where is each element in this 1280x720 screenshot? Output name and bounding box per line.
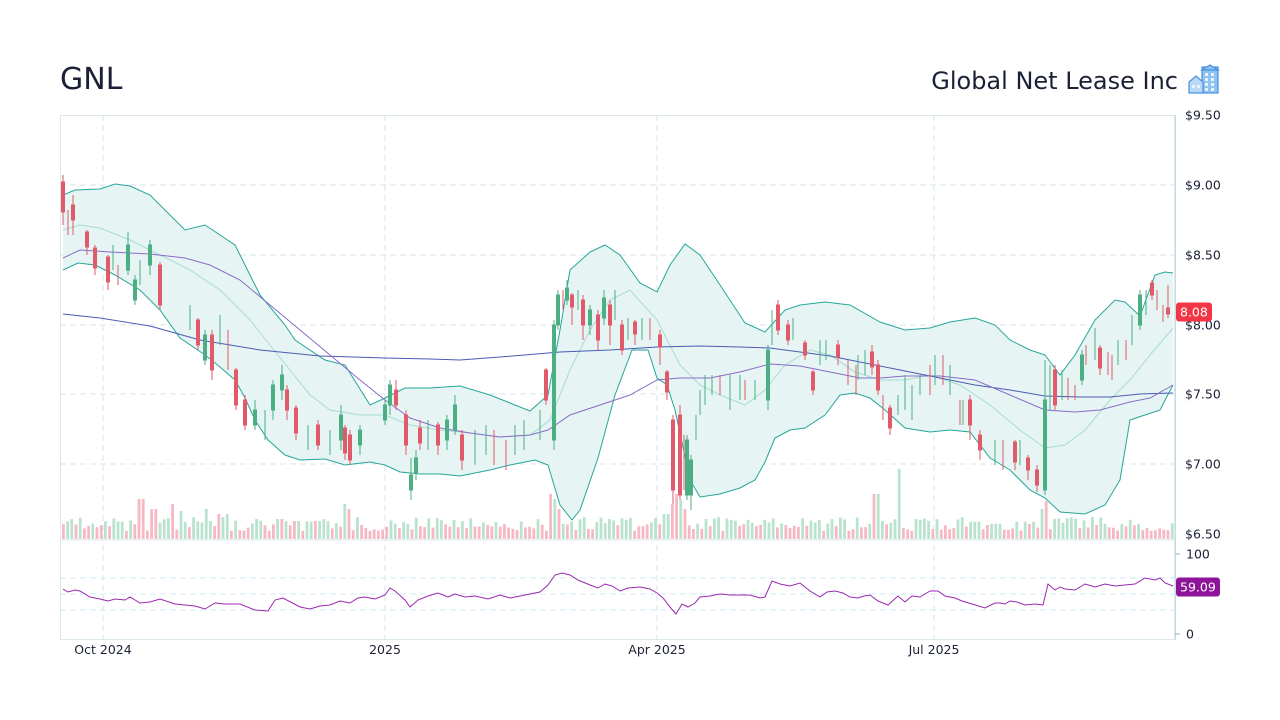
rsi-value-badge: 59.09	[1176, 577, 1220, 597]
time-axis-label: Jul 2025	[908, 642, 960, 657]
time-axis-label: 2025	[369, 642, 401, 657]
time-axis-label: Apr 2025	[628, 642, 686, 657]
sma-short-line	[62, 224, 1174, 449]
office-building-icon	[1188, 64, 1221, 94]
candlesticks	[61, 175, 1170, 510]
price-axis-label: $8.50	[1185, 247, 1221, 263]
price-axis-label: $9.50	[1185, 107, 1221, 123]
price-axis-label: $7.50	[1185, 386, 1221, 402]
price-axis-label: $9.00	[1185, 177, 1221, 193]
volume-bars	[62, 469, 1174, 539]
sma-mid-line	[62, 249, 1174, 438]
ticker-symbol: GNL	[60, 62, 123, 97]
company-name: Global Net Lease Inc	[931, 67, 1178, 95]
last-price-badge: 8.08	[1176, 302, 1212, 322]
price-axis-label: $7.00	[1185, 456, 1221, 472]
rsi-grid	[60, 577, 1175, 611]
bollinger-upper-band	[62, 183, 1174, 412]
time-axis-label: Oct 2024	[74, 642, 132, 657]
rsi-axis-label: 0	[1186, 626, 1194, 642]
rsi-axis-label: 100	[1186, 546, 1210, 562]
price-axis-label: $6.50	[1185, 526, 1221, 542]
sma-long-line	[62, 313, 1174, 398]
rsi-line	[62, 572, 1174, 615]
bollinger-band-fill	[63, 184, 1173, 520]
